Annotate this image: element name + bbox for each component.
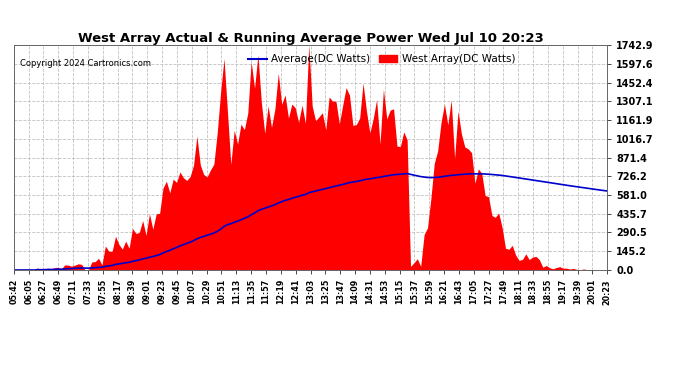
- Text: Copyright 2024 Cartronics.com: Copyright 2024 Cartronics.com: [20, 58, 150, 68]
- Title: West Array Actual & Running Average Power Wed Jul 10 20:23: West Array Actual & Running Average Powe…: [78, 32, 544, 45]
- Legend: Average(DC Watts), West Array(DC Watts): Average(DC Watts), West Array(DC Watts): [244, 50, 520, 69]
